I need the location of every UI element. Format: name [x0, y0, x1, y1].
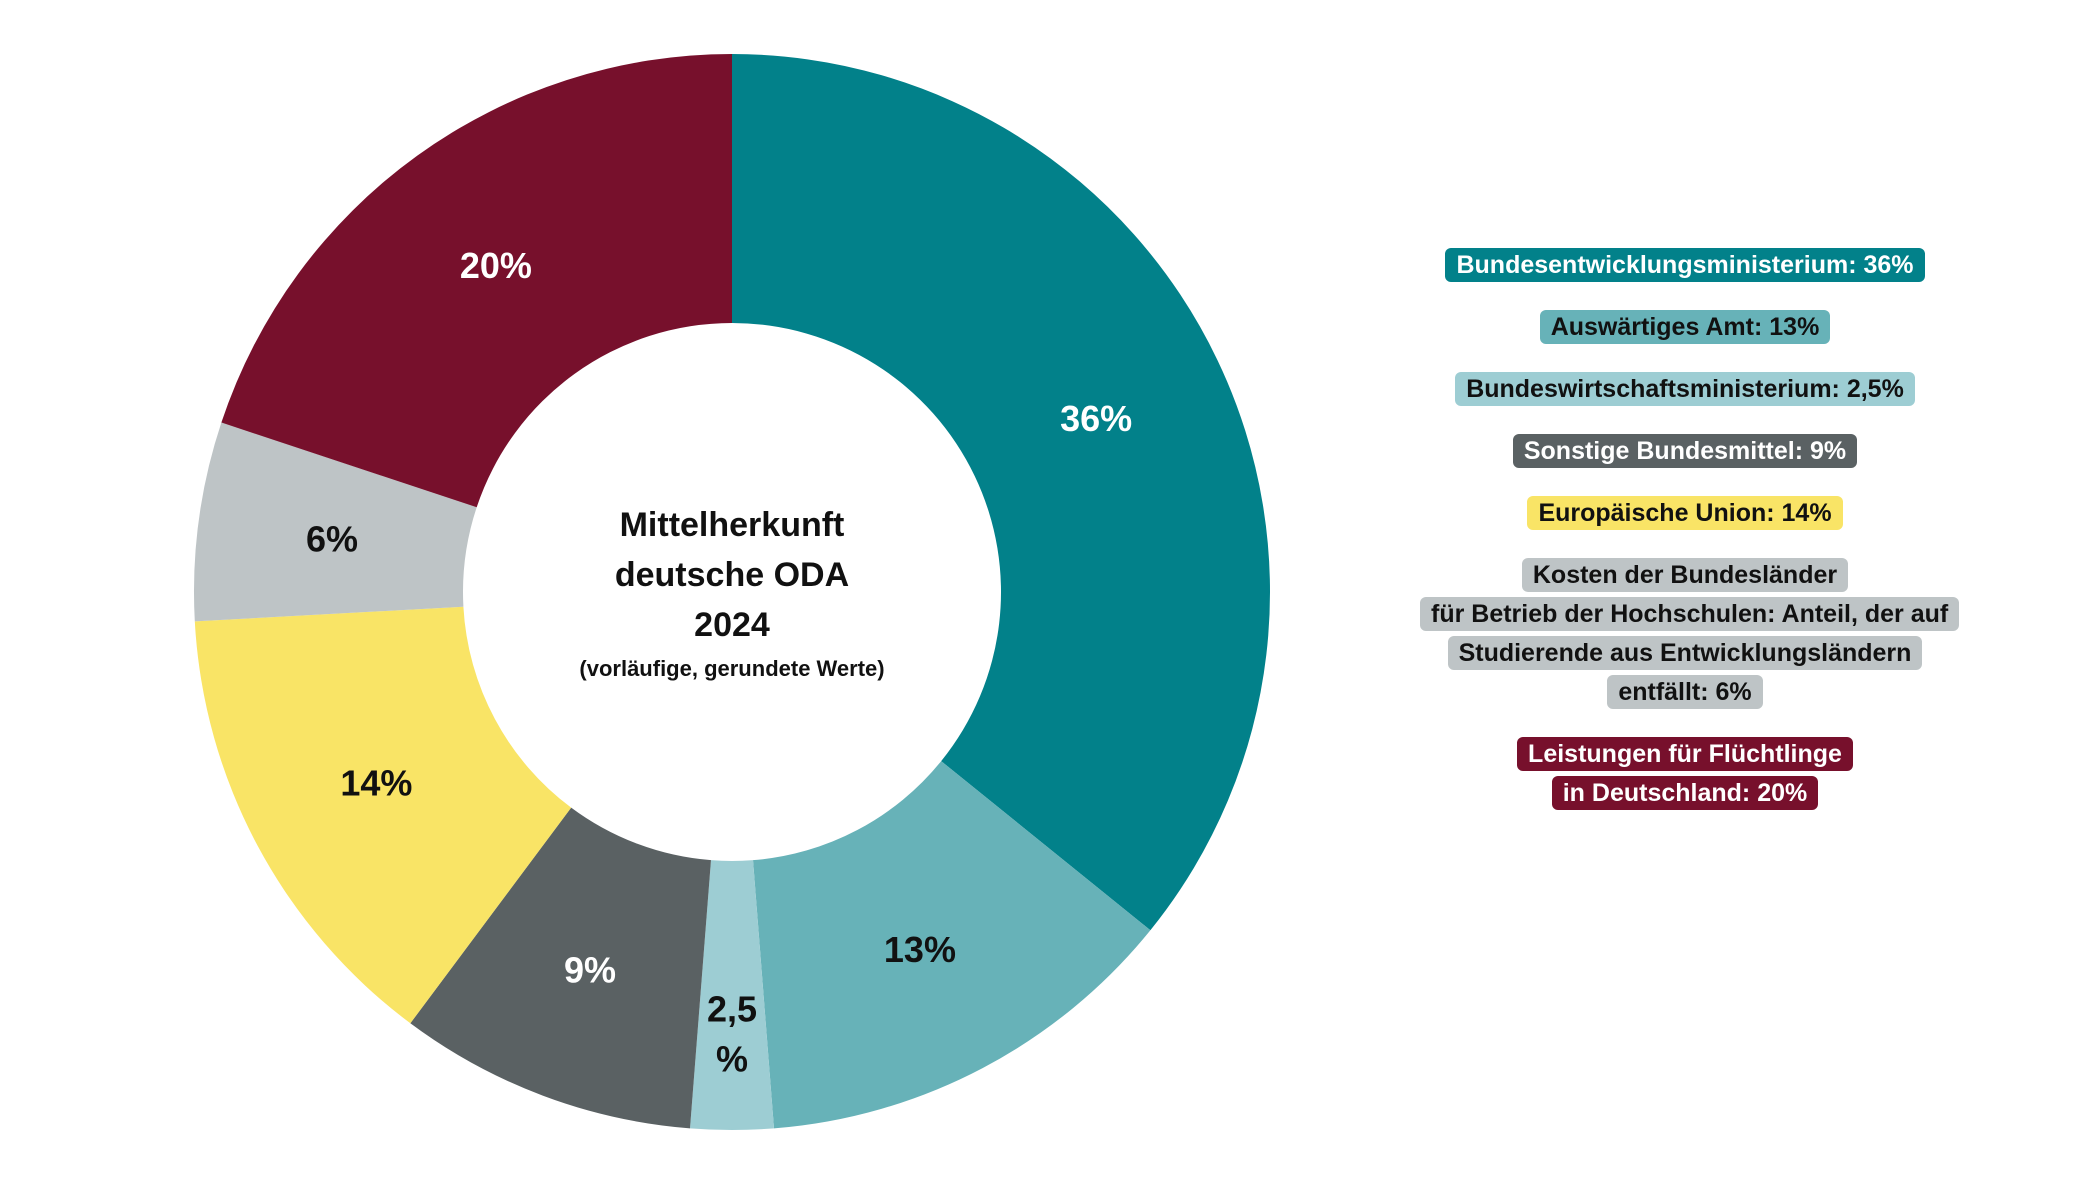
slice-label-leistungen-fuer-fluechtlinge-in-deutschland: 20%	[460, 245, 532, 286]
legend-label: Bundeswirtschaftsministerium: 2,5%	[1455, 372, 1915, 406]
center-title-line: Mittelherkunft	[620, 506, 845, 544]
legend-label: Leistungen für Flüchtlinge in Deutschland…	[1517, 737, 1853, 810]
legend-item-bundesentwicklungsministerium: Bundesentwicklungsministerium: 36%	[1445, 246, 1925, 285]
center-subtitle: (vorläufige, gerundete Werte)	[579, 656, 884, 681]
legend-item-europaeische-union: Europäische Union: 14%	[1527, 494, 1843, 533]
slice-label-sonstige-bundesmittel: 9%	[564, 950, 616, 991]
slice-label-europaeische-union: 14%	[340, 763, 412, 804]
donut-slices	[193, 54, 1270, 1130]
legend-label: Europäische Union: 14%	[1527, 496, 1843, 530]
legend-label: Sonstige Bundesmittel: 9%	[1512, 434, 1858, 468]
slice-label-kosten-der-bundeslaender-fuer-betrieb-der-hochschulen-anteil-der-auf-studierende-aus-entwicklungslaendern-entfaellt: 6%	[306, 519, 358, 560]
legend-item-kosten-der-bundeslaender-fuer-betrieb-der-hochschulen-anteil-der-auf-studierende-aus-entwicklungslaendern-entfaellt: Kosten der Bundesländer für Betrieb der H…	[1420, 556, 1960, 712]
legend-item-leistungen-fuer-fluechtlinge-in-deutschland: Leistungen für Flüchtlinge in Deutschland…	[1517, 735, 1853, 813]
legend: Bundesentwicklungsministerium: 36% Auswär…	[1420, 246, 1960, 836]
slice-europaeische-union	[194, 606, 572, 1024]
slice-labels: 36% 13% 2,5% 9% 14% 6% 20%	[306, 245, 1132, 1080]
legend-label: Kosten der Bundesländer für Betrieb der H…	[1420, 558, 1960, 709]
center-title-line: deutsche ODA	[615, 556, 849, 594]
slice-leistungen-fuer-fluechtlinge-in-deutschland	[221, 54, 732, 508]
legend-item-sonstige-bundesmittel: Sonstige Bundesmittel: 9%	[1512, 432, 1858, 471]
slice-kosten-der-bundeslaender-fuer-betrieb-der-hochschulen-anteil-der-auf-studierende-aus-entwicklungslaendern-entfaellt	[193, 422, 477, 622]
slice-auswaertiges-amt	[753, 761, 1151, 1129]
slice-label-auswaertiges-amt: 13%	[884, 929, 956, 970]
chart-center-title: Mittelherkunft deutsche ODA 2024 (vorläu…	[579, 506, 884, 681]
slice-label-bundeswirtschaftsministerium: 2,5	[707, 989, 757, 1030]
slice-label-bundesentwicklungsministerium: 36%	[1060, 398, 1132, 439]
legend-item-bundeswirtschaftsministerium: Bundeswirtschaftsministerium: 2,5%	[1455, 370, 1915, 409]
slice-sonstige-bundesmittel	[410, 807, 711, 1129]
slice-label-bundeswirtschaftsministerium: %	[716, 1039, 748, 1080]
legend-label: Auswärtiges Amt: 13%	[1539, 310, 1831, 344]
legend-label: Bundesentwicklungsministerium: 36%	[1445, 248, 1925, 282]
slice-bundeswirtschaftsministerium	[689, 860, 775, 1130]
slice-bundesentwicklungsministerium	[732, 54, 1270, 931]
donut-chart: 36% 13% 2,5% 9% 14% 6% 20% Mittelherkunft deut…	[193, 54, 1270, 1130]
center-title-line: 2024	[694, 606, 770, 644]
legend-item-auswaertiges-amt: Auswärtiges Amt: 13%	[1539, 308, 1831, 347]
